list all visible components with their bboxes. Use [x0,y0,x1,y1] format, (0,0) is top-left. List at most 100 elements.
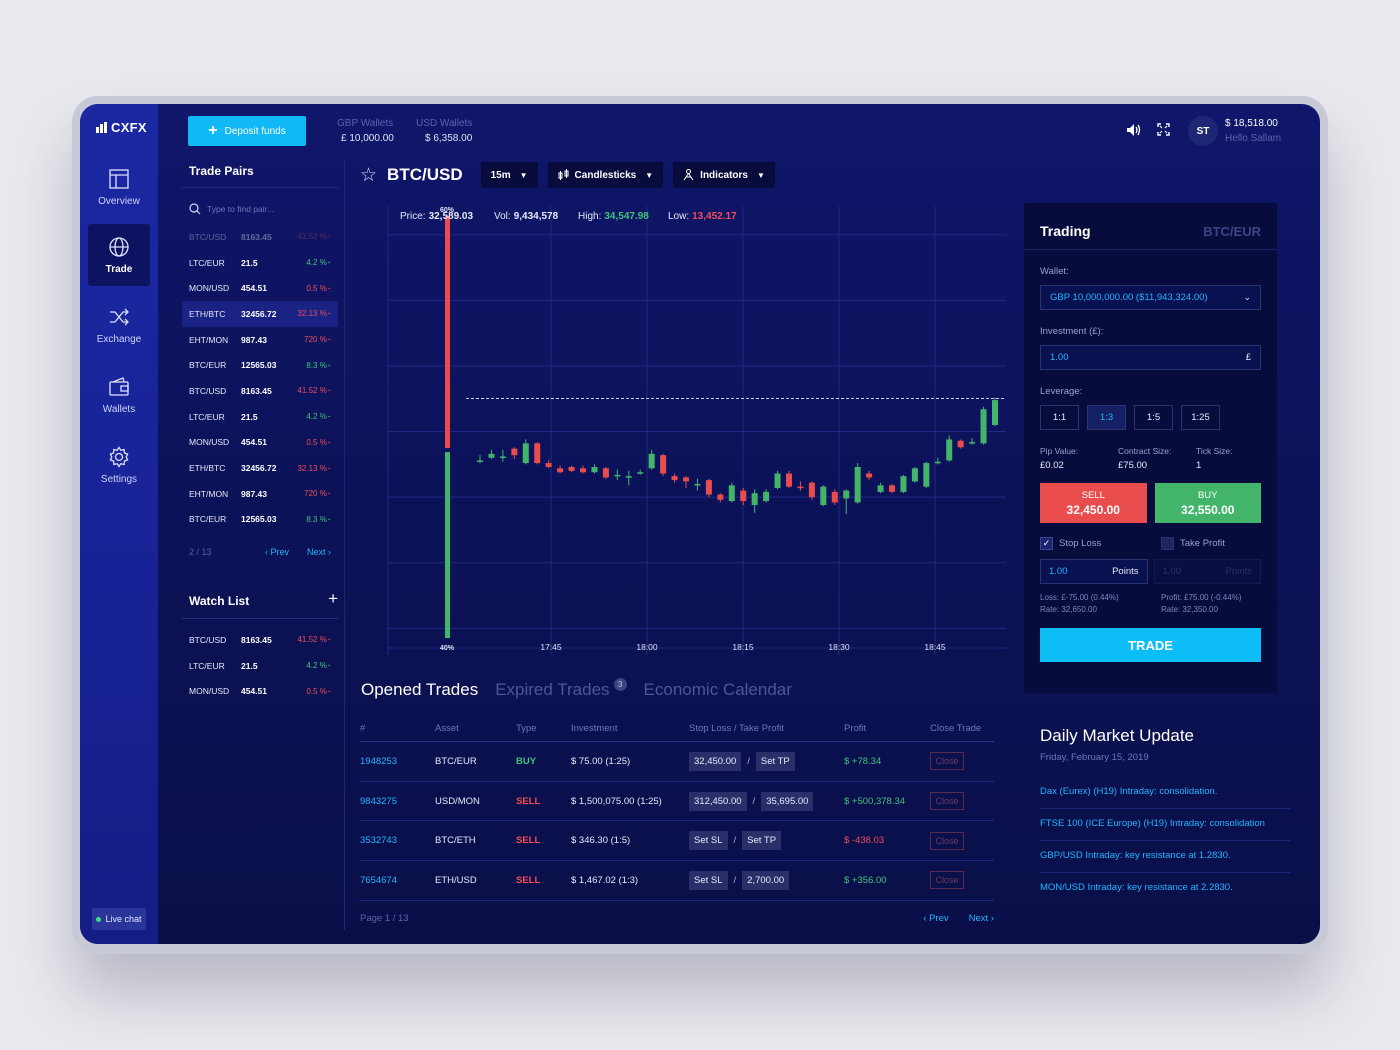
pair-row[interactable]: BTC/EUR 12565.03 8.3 % ▪ [182,352,338,378]
sell-button[interactable]: SELL 32,450.00 [1040,483,1147,523]
pair-row[interactable]: LTC/EUR 21.5 4.2 % ▪ [182,653,338,679]
close-trade-button[interactable]: Close [930,831,964,850]
live-chat-button[interactable]: Live chat [92,908,146,930]
candle-body [637,472,644,474]
stop-loss-points-input[interactable]: 1.00 Points [1040,559,1148,584]
daily-market-update: Daily Market Update Friday, February 15,… [1040,726,1290,904]
news-item[interactable]: GBP/USD Intraday: key resistance at 1.28… [1040,841,1290,873]
pair-row[interactable]: EHT/MON 987.43 720 % ▪ [182,327,338,353]
globe-icon [109,236,129,257]
avatar[interactable]: ST [1188,116,1218,146]
pair-row[interactable]: MON/USD 454.51 0.5 % ▪ [182,275,338,301]
take-profit-box[interactable]: 2,700.00 [742,870,790,890]
news-item[interactable]: Dax (Eurex) (H19) Intraday: consolidatio… [1040,777,1290,809]
take-profit-box[interactable]: Set TP [742,831,782,851]
prev-button[interactable]: ‹ Prev [923,912,949,924]
stop-loss-checkbox[interactable]: ✓ Stop Loss [1040,537,1161,550]
pair-change: 4.2 % ▪ [291,412,330,421]
nav-overview[interactable]: Overview [88,156,150,218]
stop-loss-box[interactable]: Set SL [689,870,728,890]
prev-button[interactable]: ‹ Prev [264,547,289,558]
pair-row[interactable]: EHT/MON 987.43 720 % ▪ [182,481,338,507]
leverage-option[interactable]: 1:25 [1181,405,1220,430]
column-header: Profit [844,723,867,734]
next-button[interactable]: Next › [306,547,331,558]
stop-loss-take-profit: Set SL / Set TP [689,831,844,851]
investment-input[interactable]: 1.00 £ [1040,345,1261,370]
trade-id[interactable]: 1948253 [360,755,397,767]
arrow-up-icon: ▪ [326,414,330,421]
pair-search[interactable]: Type to find pair... [182,188,338,224]
wallet-select[interactable]: GBP 10,000,000.00 ($11,943,324.00) ⌄ [1040,285,1261,310]
indicators-dropdown[interactable]: Indicators ▼ [673,162,775,188]
leverage-option[interactable]: 1:5 [1134,405,1173,430]
stop-loss-take-profit: Set SL / 2,700.00 [689,870,844,890]
logo[interactable]: CXFX [96,120,147,135]
arrow-down-icon: ▪ [326,688,330,695]
buy-button[interactable]: BUY 32,550.00 [1154,483,1261,523]
pair-row[interactable]: ETH/BTC 32456.72 32.13 % ▪ [182,455,338,481]
usd-wallet[interactable]: USD Wallets $ 6,358.00 [416,118,472,144]
pair-row[interactable]: LTC/EUR 21.5 4.2 % ▪ [182,404,338,430]
nav-settings[interactable]: Settings [88,434,150,496]
x-tick-label: 18:30 [828,642,850,652]
trade-id[interactable]: 9843275 [360,795,397,807]
next-button[interactable]: Next › [968,912,994,924]
trade-pairs-list: BTC/USD 8163.45 41.52 % ▪ LTC/EUR 21.5 4.2 % … [182,224,338,532]
loss-note: Loss: £-75.00 (0.44%) Rate: 32,650.00 [1040,592,1161,616]
pair-row[interactable]: BTC/EUR 12565.03 8.3 % ▪ [182,507,338,533]
favorite-star-icon[interactable]: ☆ [360,164,378,186]
search-input[interactable]: Type to find pair... [207,204,275,214]
pair-row[interactable]: BTC/USD 8163.45 41.52 % ▪ [182,378,338,404]
news-item[interactable]: FTSE 100 (ICE Europe) (H19) Intraday: co… [1040,809,1290,841]
speaker-icon[interactable] [1126,123,1141,137]
stop-loss-box[interactable]: 32,450.00 [689,751,742,771]
tab-opened-trades[interactable]: Opened Trades [361,680,479,699]
stop-loss-box[interactable]: 312,450.00 [689,791,747,811]
take-profit-box[interactable]: Set TP [755,751,795,771]
nav-label: Overview [98,195,140,207]
arrow-down-icon: ▪ [326,285,330,292]
nav-exchange[interactable]: Exchange [88,294,150,356]
news-item[interactable]: MON/USD Intraday: key resistance at 2.28… [1040,882,1233,893]
page-indicator: 2 / 13 [189,547,212,558]
balance-value: $ 18,518.00 [1225,118,1278,129]
trade-button[interactable]: TRADE [1040,628,1261,662]
add-watch-icon[interactable]: + [328,589,338,608]
close-trade-button[interactable]: Close [930,871,964,890]
price-chart[interactable]: 35,00030,00025,00020,00015,00010,0005,00… [356,200,1006,655]
chart-type-dropdown[interactable]: Candlesticks ▼ [547,162,664,188]
pair-row[interactable]: MON/USD 454.51 0.5 % ▪ [182,678,338,704]
trade-id[interactable]: 3532743 [360,835,397,847]
pair-row[interactable]: BTC/USD 8163.45 41.52 % ▪ [182,224,338,250]
trade-id[interactable]: 7654674 [360,874,397,886]
pair-row[interactable]: BTC/USD 8163.45 41.52 % ▪ [182,627,338,653]
pair-change: 8.3 % ▪ [291,515,330,524]
gbp-wallet[interactable]: GBP Wallets £ 10,000.00 [337,118,394,144]
buy-label: BUY [1197,489,1218,501]
nav-wallets[interactable]: Wallets [88,364,150,426]
nav-trade[interactable]: Trade [88,224,150,286]
take-profit-box[interactable]: 35,695.00 [761,791,814,811]
leverage-option[interactable]: 1:3 [1087,405,1126,430]
tab-expired-trades[interactable]: Expired Trades 3 [495,678,627,700]
pair-name: LTC/EUR [189,257,225,268]
plus-icon: + [208,122,218,139]
pair-row[interactable]: LTC/EUR 21.5 4.2 % ▪ [182,250,338,276]
pair-change: 720 % ▪ [291,335,330,344]
pair-row[interactable]: MON/USD 454.51 0.5 % ▪ [182,430,338,456]
close-trade-button[interactable]: Close [930,792,964,811]
pair-change: 0.5 % ▪ [291,438,330,447]
interval-dropdown[interactable]: 15m ▼ [480,162,538,188]
deposit-funds-button[interactable]: + Deposit funds [188,116,306,146]
fullscreen-icon[interactable] [1157,123,1170,136]
close-trade-button[interactable]: Close [930,752,964,771]
leverage-option[interactable]: 1:1 [1040,405,1079,430]
tab-economic-calendar[interactable]: Economic Calendar [643,680,792,699]
pair-row[interactable]: ETH/BTC 32456.72 32.13 % ▪ [182,301,338,327]
contract-value: £75.00 [1118,460,1148,471]
take-profit-checkbox[interactable]: Take Profit [1161,537,1282,550]
candle-body [923,463,930,487]
take-profit-points-input[interactable]: 1.00 Points [1153,559,1261,584]
stop-loss-box[interactable]: Set SL [689,831,728,851]
